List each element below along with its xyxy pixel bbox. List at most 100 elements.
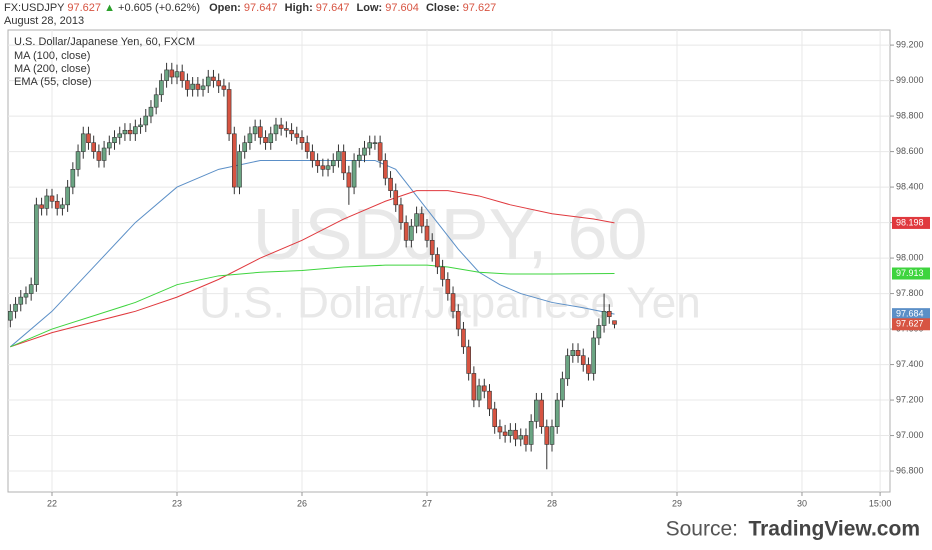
candle-body [18, 296, 24, 305]
candle-body [398, 204, 404, 223]
candle-body [294, 133, 300, 138]
candle-body [179, 71, 185, 81]
candle-body [440, 266, 445, 280]
candle-body [481, 385, 487, 392]
candle-body [205, 76, 211, 87]
date: August 28, 2013 [4, 15, 84, 27]
low-label: Low: [357, 2, 383, 14]
candle-body [143, 115, 149, 126]
candle-body [612, 320, 617, 325]
candle-body [117, 133, 123, 138]
last-value-label: 97.684 [896, 309, 924, 319]
source-label: Source: [666, 518, 738, 541]
candle-body [122, 129, 128, 135]
candle-body [185, 80, 190, 90]
candle-body [284, 128, 289, 131]
candle-body [237, 151, 242, 188]
candle-body [367, 142, 373, 149]
candle-body [304, 142, 310, 152]
candle-body [560, 378, 565, 401]
candle-body [164, 69, 169, 81]
candle-body [289, 129, 294, 135]
candle-body [221, 85, 227, 90]
high-value: 97.647 [316, 2, 350, 14]
candle-body [80, 133, 86, 152]
open-label: Open: [209, 2, 241, 14]
candle-body [247, 133, 253, 144]
change: +0.605 (+0.62%) [118, 2, 200, 14]
candle-body [575, 350, 581, 356]
arrow: ▲ [104, 2, 115, 14]
candle-body [96, 151, 102, 161]
header: FX:USDJPY 97.627 ▲ +0.605 (+0.62%) Open:… [4, 2, 496, 27]
candle-body [159, 80, 164, 96]
candle-body [101, 147, 107, 161]
candle-body [13, 303, 18, 312]
high-label: High: [285, 2, 313, 14]
candle-body [86, 133, 91, 144]
candle-body [325, 165, 331, 170]
candle-body [310, 151, 315, 161]
candle-body [252, 126, 258, 135]
open-value: 97.647 [244, 2, 278, 14]
x-tick-label: 22 [47, 498, 57, 508]
indicator-line [10, 264, 615, 348]
x-tick-label: 23 [172, 498, 182, 508]
legend-entry: MA (100, close) [14, 50, 90, 62]
candle-body [23, 293, 29, 298]
candle-body [534, 399, 539, 422]
candle-body [195, 83, 201, 90]
candle-body [106, 142, 112, 149]
candle-body [112, 137, 117, 144]
candle-body [502, 431, 508, 436]
chart-title: U.S. Dollar/Japanese Yen, 60, FXCM [14, 36, 195, 48]
candle-body [393, 190, 399, 206]
candle-body [596, 325, 602, 339]
candle-body [508, 429, 513, 436]
candle-body [216, 80, 221, 87]
candle-body [549, 426, 555, 445]
candle-body [601, 311, 607, 326]
legend: U.S. Dollar/Japanese Yen, 60, FXCM MA (1… [14, 36, 195, 88]
y-tick-label: 98.000 [896, 252, 924, 262]
y-tick-label: 98.800 [896, 110, 924, 120]
candle-body [518, 435, 524, 440]
candle-body [591, 337, 596, 374]
candle-body [133, 126, 138, 135]
legend-entry: EMA (55, close) [14, 76, 92, 88]
candle-body [60, 204, 65, 209]
y-tick-label: 97.800 [896, 288, 924, 298]
candle-body [544, 426, 550, 445]
symbol: FX:USDJPY [4, 2, 65, 14]
candle-body [461, 328, 466, 348]
candles [8, 62, 617, 470]
candle-body [383, 160, 388, 179]
x-tick-label: 27 [422, 498, 432, 508]
candle-body [570, 350, 576, 356]
candle-body [471, 373, 477, 401]
candle-body [34, 204, 39, 285]
candle-body [346, 172, 352, 188]
candle-body [445, 279, 451, 294]
candle-body [528, 421, 534, 445]
quote-line: FX:USDJPY 97.627 ▲ +0.605 (+0.62%) Open:… [4, 2, 496, 14]
candle-body [351, 160, 357, 188]
candle-body [8, 311, 13, 321]
candle-body [169, 69, 175, 78]
candle-body [586, 364, 591, 374]
last-value-box [892, 216, 930, 229]
candle-body [377, 142, 383, 161]
last-value-box [892, 308, 930, 321]
price-label: 97.627 [896, 319, 924, 329]
x-tick-label: 30 [797, 498, 807, 508]
y-tick-label: 98.400 [896, 181, 924, 191]
candle-body [226, 89, 232, 135]
candle-body [138, 124, 143, 128]
candle-body [476, 385, 482, 401]
last-value-label: 97.913 [896, 268, 924, 278]
candle-body [39, 204, 44, 209]
y-tick-label: 97.000 [896, 430, 924, 440]
grid [8, 30, 890, 492]
candle-body [54, 200, 60, 209]
